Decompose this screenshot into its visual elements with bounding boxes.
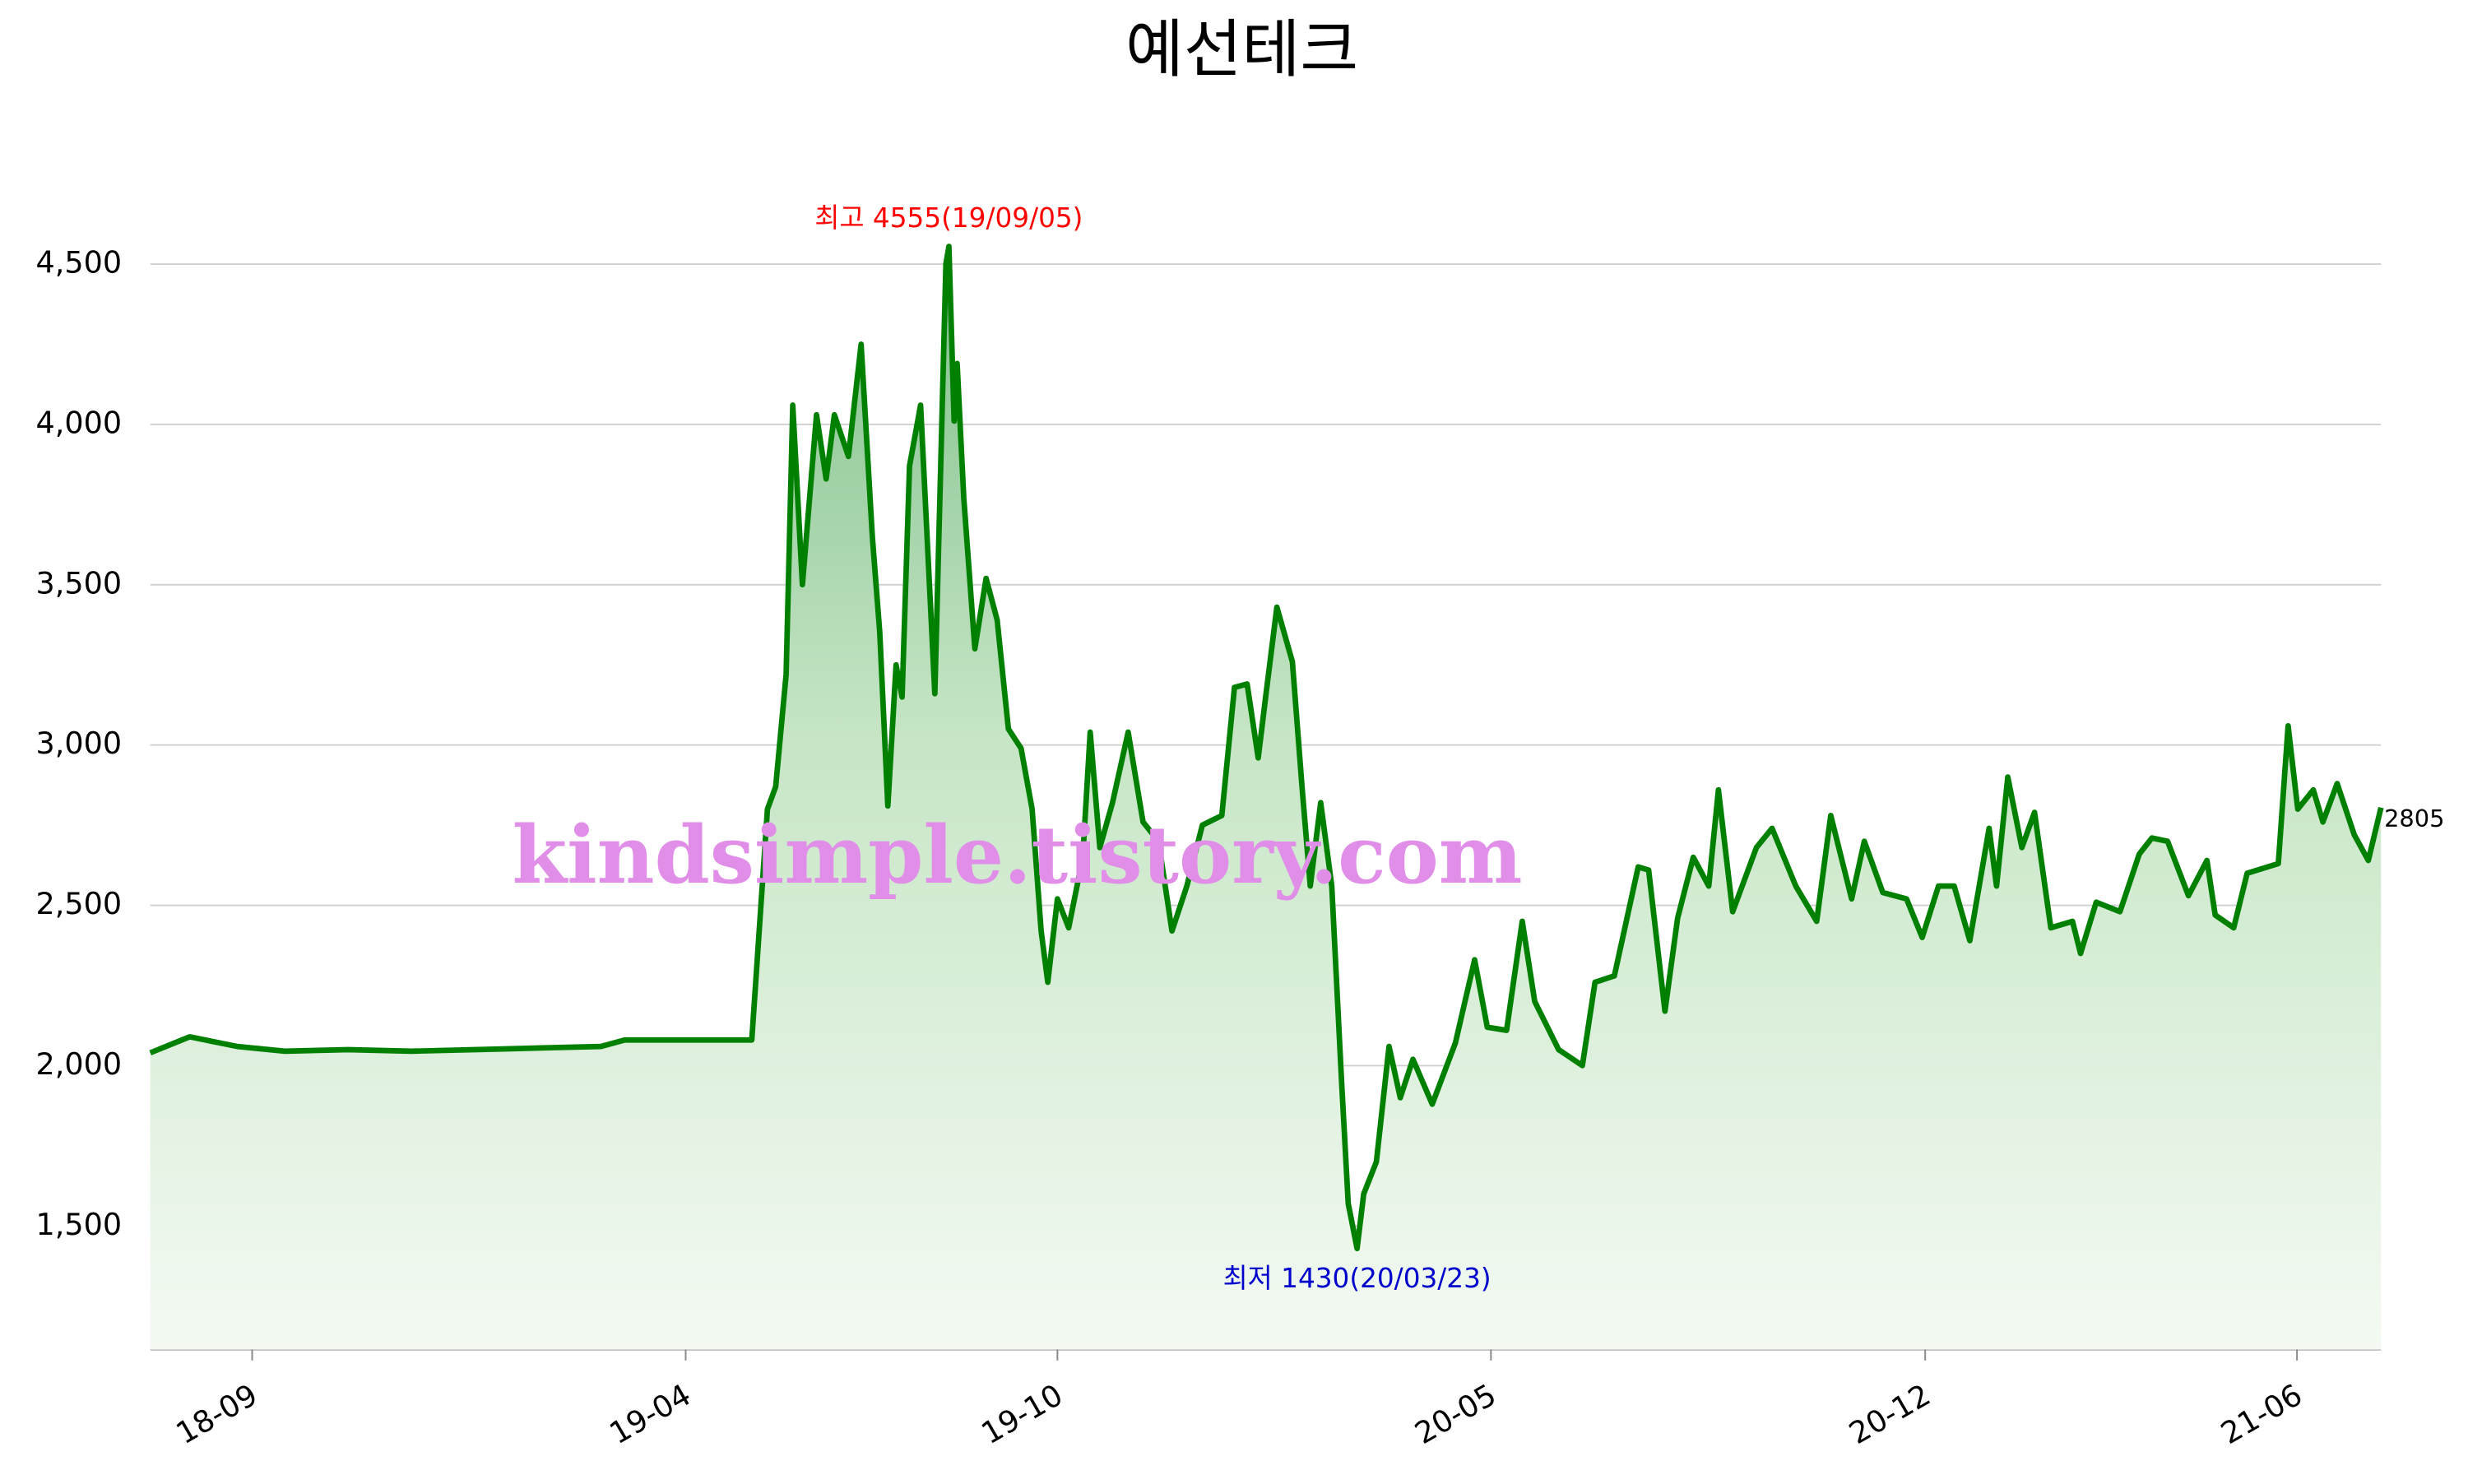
y-tick-label: 4,000 xyxy=(36,405,123,440)
x-tick-label: 19-10 xyxy=(976,1377,1069,1451)
watermark: kindsimple.tistory.com xyxy=(513,809,1523,902)
y-tick-label: 2,000 xyxy=(36,1046,123,1082)
max-annotation: 최고 4555(19/09/05) xyxy=(814,202,1083,234)
y-tick-label: 3,000 xyxy=(36,726,123,761)
min-annotation: 최저 1430(20/03/23) xyxy=(1223,1263,1491,1294)
line xyxy=(149,243,2384,1252)
y-tick-label: 1,500 xyxy=(36,1207,123,1242)
last-value-label: 2805 xyxy=(2384,805,2444,832)
y-tick-label: 2,500 xyxy=(36,886,123,921)
x-tick-label: 20-05 xyxy=(1409,1377,1502,1451)
chart-title: 예선테크 xyxy=(1125,13,1358,86)
x-tick-label: 20-12 xyxy=(1843,1377,1936,1451)
area xyxy=(150,246,2382,1350)
x-tick-label: 21-06 xyxy=(2215,1377,2308,1451)
y-tick-label: 4,500 xyxy=(36,245,123,281)
x-tick-label: 19-04 xyxy=(604,1377,697,1451)
x-tick-label: 18-09 xyxy=(170,1377,263,1451)
y-tick-label: 3,500 xyxy=(36,565,123,601)
